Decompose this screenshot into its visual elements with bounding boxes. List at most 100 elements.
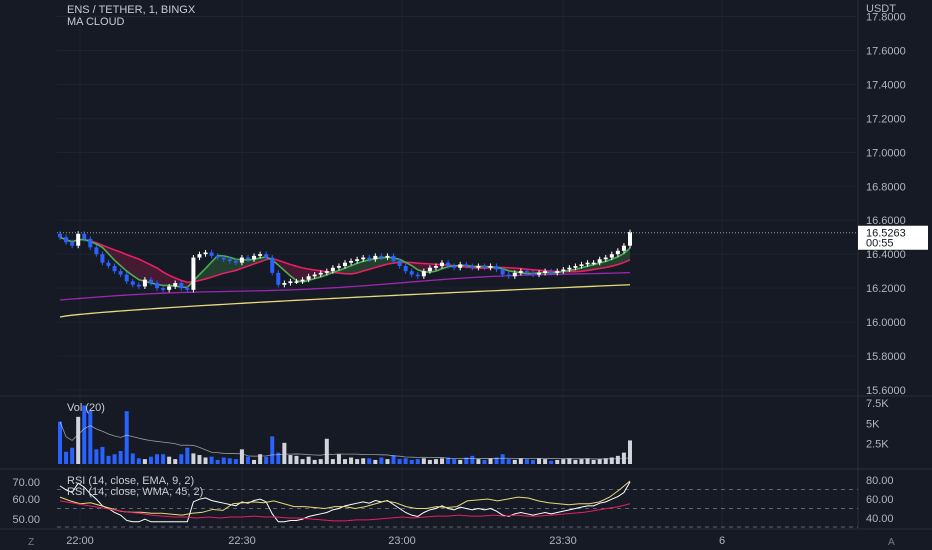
volume-bar	[343, 459, 347, 464]
volume-bar	[415, 459, 420, 464]
candle-body	[306, 276, 311, 280]
countdown-label: 00:55	[866, 238, 894, 250]
time-axis-label: 22:30	[228, 535, 256, 547]
volume-bar	[197, 455, 202, 464]
candle-body	[100, 254, 105, 263]
candle-body	[130, 281, 135, 285]
time-axis-label: 23:00	[388, 535, 416, 547]
volume-bar	[403, 458, 408, 464]
ma-cloud-fill	[150, 264, 158, 285]
volume-bar	[488, 458, 493, 464]
volume-bar	[64, 451, 69, 464]
ma-cloud-fill	[126, 254, 133, 276]
candle-body	[233, 260, 238, 263]
candle-body	[440, 262, 445, 267]
price-tick-label: 15.8000	[866, 351, 906, 363]
ma-cloud-fill	[108, 247, 115, 261]
candle-body	[555, 271, 560, 273]
volume-bar	[555, 459, 560, 464]
candle-body	[203, 252, 208, 255]
candle-body	[621, 245, 626, 251]
ma-cloud-fill	[314, 270, 321, 279]
candle-body	[573, 266, 578, 268]
candle-body	[609, 254, 614, 258]
rsi-wma-legend: RSI (14, close, WMA, 45, 2)	[67, 486, 204, 498]
price-tick-label: 17.8000	[866, 12, 906, 24]
volume-bar	[336, 454, 341, 464]
volume-bar	[173, 459, 178, 464]
volume-bar	[603, 458, 608, 464]
volume-bar	[537, 458, 542, 464]
candle-body	[300, 279, 305, 282]
timezone-button[interactable]: Z	[28, 537, 35, 548]
volume-bar	[94, 449, 99, 464]
candle-body	[355, 259, 360, 261]
volume-bar	[288, 455, 293, 464]
candle-body	[567, 267, 572, 270]
volume-bar	[421, 458, 426, 464]
price-tick-label: 16.2000	[866, 283, 906, 295]
candle-body	[197, 254, 202, 258]
candle-body	[294, 281, 299, 283]
ma-cloud-fill	[351, 263, 358, 274]
candle-body	[500, 269, 505, 275]
ma-cloud-fill	[199, 268, 206, 281]
candle-body	[391, 255, 396, 261]
candle-body	[185, 288, 190, 290]
candle-body	[167, 286, 172, 290]
ma-cloud-fill	[296, 266, 303, 283]
candle-body	[336, 266, 341, 268]
volume-bar	[385, 459, 390, 464]
time-axis-label: 22:00	[66, 535, 94, 547]
volume-bar	[306, 456, 311, 464]
candle-body	[494, 266, 499, 270]
ma-cloud-fill	[381, 257, 388, 266]
candle-body	[82, 233, 87, 239]
ma-cloud-fill	[278, 260, 285, 271]
auto-scale-button[interactable]: A	[888, 537, 895, 548]
volume-bar	[470, 455, 475, 464]
candle-body	[245, 257, 250, 260]
candle-body	[106, 262, 111, 267]
candle-body	[615, 250, 620, 255]
volume-bar	[270, 436, 275, 464]
candle-body	[579, 264, 584, 267]
volume-bar	[324, 438, 329, 464]
candle-body	[252, 255, 257, 260]
volume-bar	[100, 446, 105, 464]
volume-bar	[161, 454, 166, 464]
last-price-label: 16.5263	[866, 228, 906, 240]
candle-body	[561, 269, 566, 272]
volume-bar	[452, 459, 457, 464]
candle-body	[191, 257, 196, 290]
candle-body	[361, 257, 366, 260]
volume-bar	[458, 459, 463, 464]
volume-bar	[524, 459, 529, 464]
volume-bar	[549, 460, 554, 464]
volume-bar	[118, 450, 123, 464]
ma-cloud-fill	[357, 261, 364, 273]
price-tick-label: 17.4000	[866, 79, 906, 91]
volume-bar	[300, 459, 305, 464]
candle-body	[179, 283, 184, 289]
volume-bar	[318, 459, 323, 464]
candle-body	[524, 271, 529, 273]
volume-bar	[239, 449, 244, 464]
volume-bar	[155, 454, 160, 464]
volume-bar	[464, 457, 469, 464]
rsi-ema-legend: RSI (14, close, EMA, 9, 2)	[67, 475, 195, 487]
rsi-right-tick-label: 40.00	[866, 513, 894, 525]
volume-bar	[264, 456, 269, 464]
ma-cloud-fill	[138, 259, 145, 282]
volume-bar	[58, 421, 62, 464]
ma-cloud-fill	[375, 257, 382, 268]
candle-body	[397, 260, 402, 267]
volume-bar	[530, 459, 535, 464]
time-axis-label: 6	[719, 535, 725, 547]
candle-body	[227, 259, 232, 261]
volume-bar	[482, 459, 487, 464]
volume-bar	[355, 459, 360, 464]
rsi-left-tick-label: 70.00	[12, 477, 40, 489]
price-tick-label: 17.6000	[866, 45, 906, 57]
